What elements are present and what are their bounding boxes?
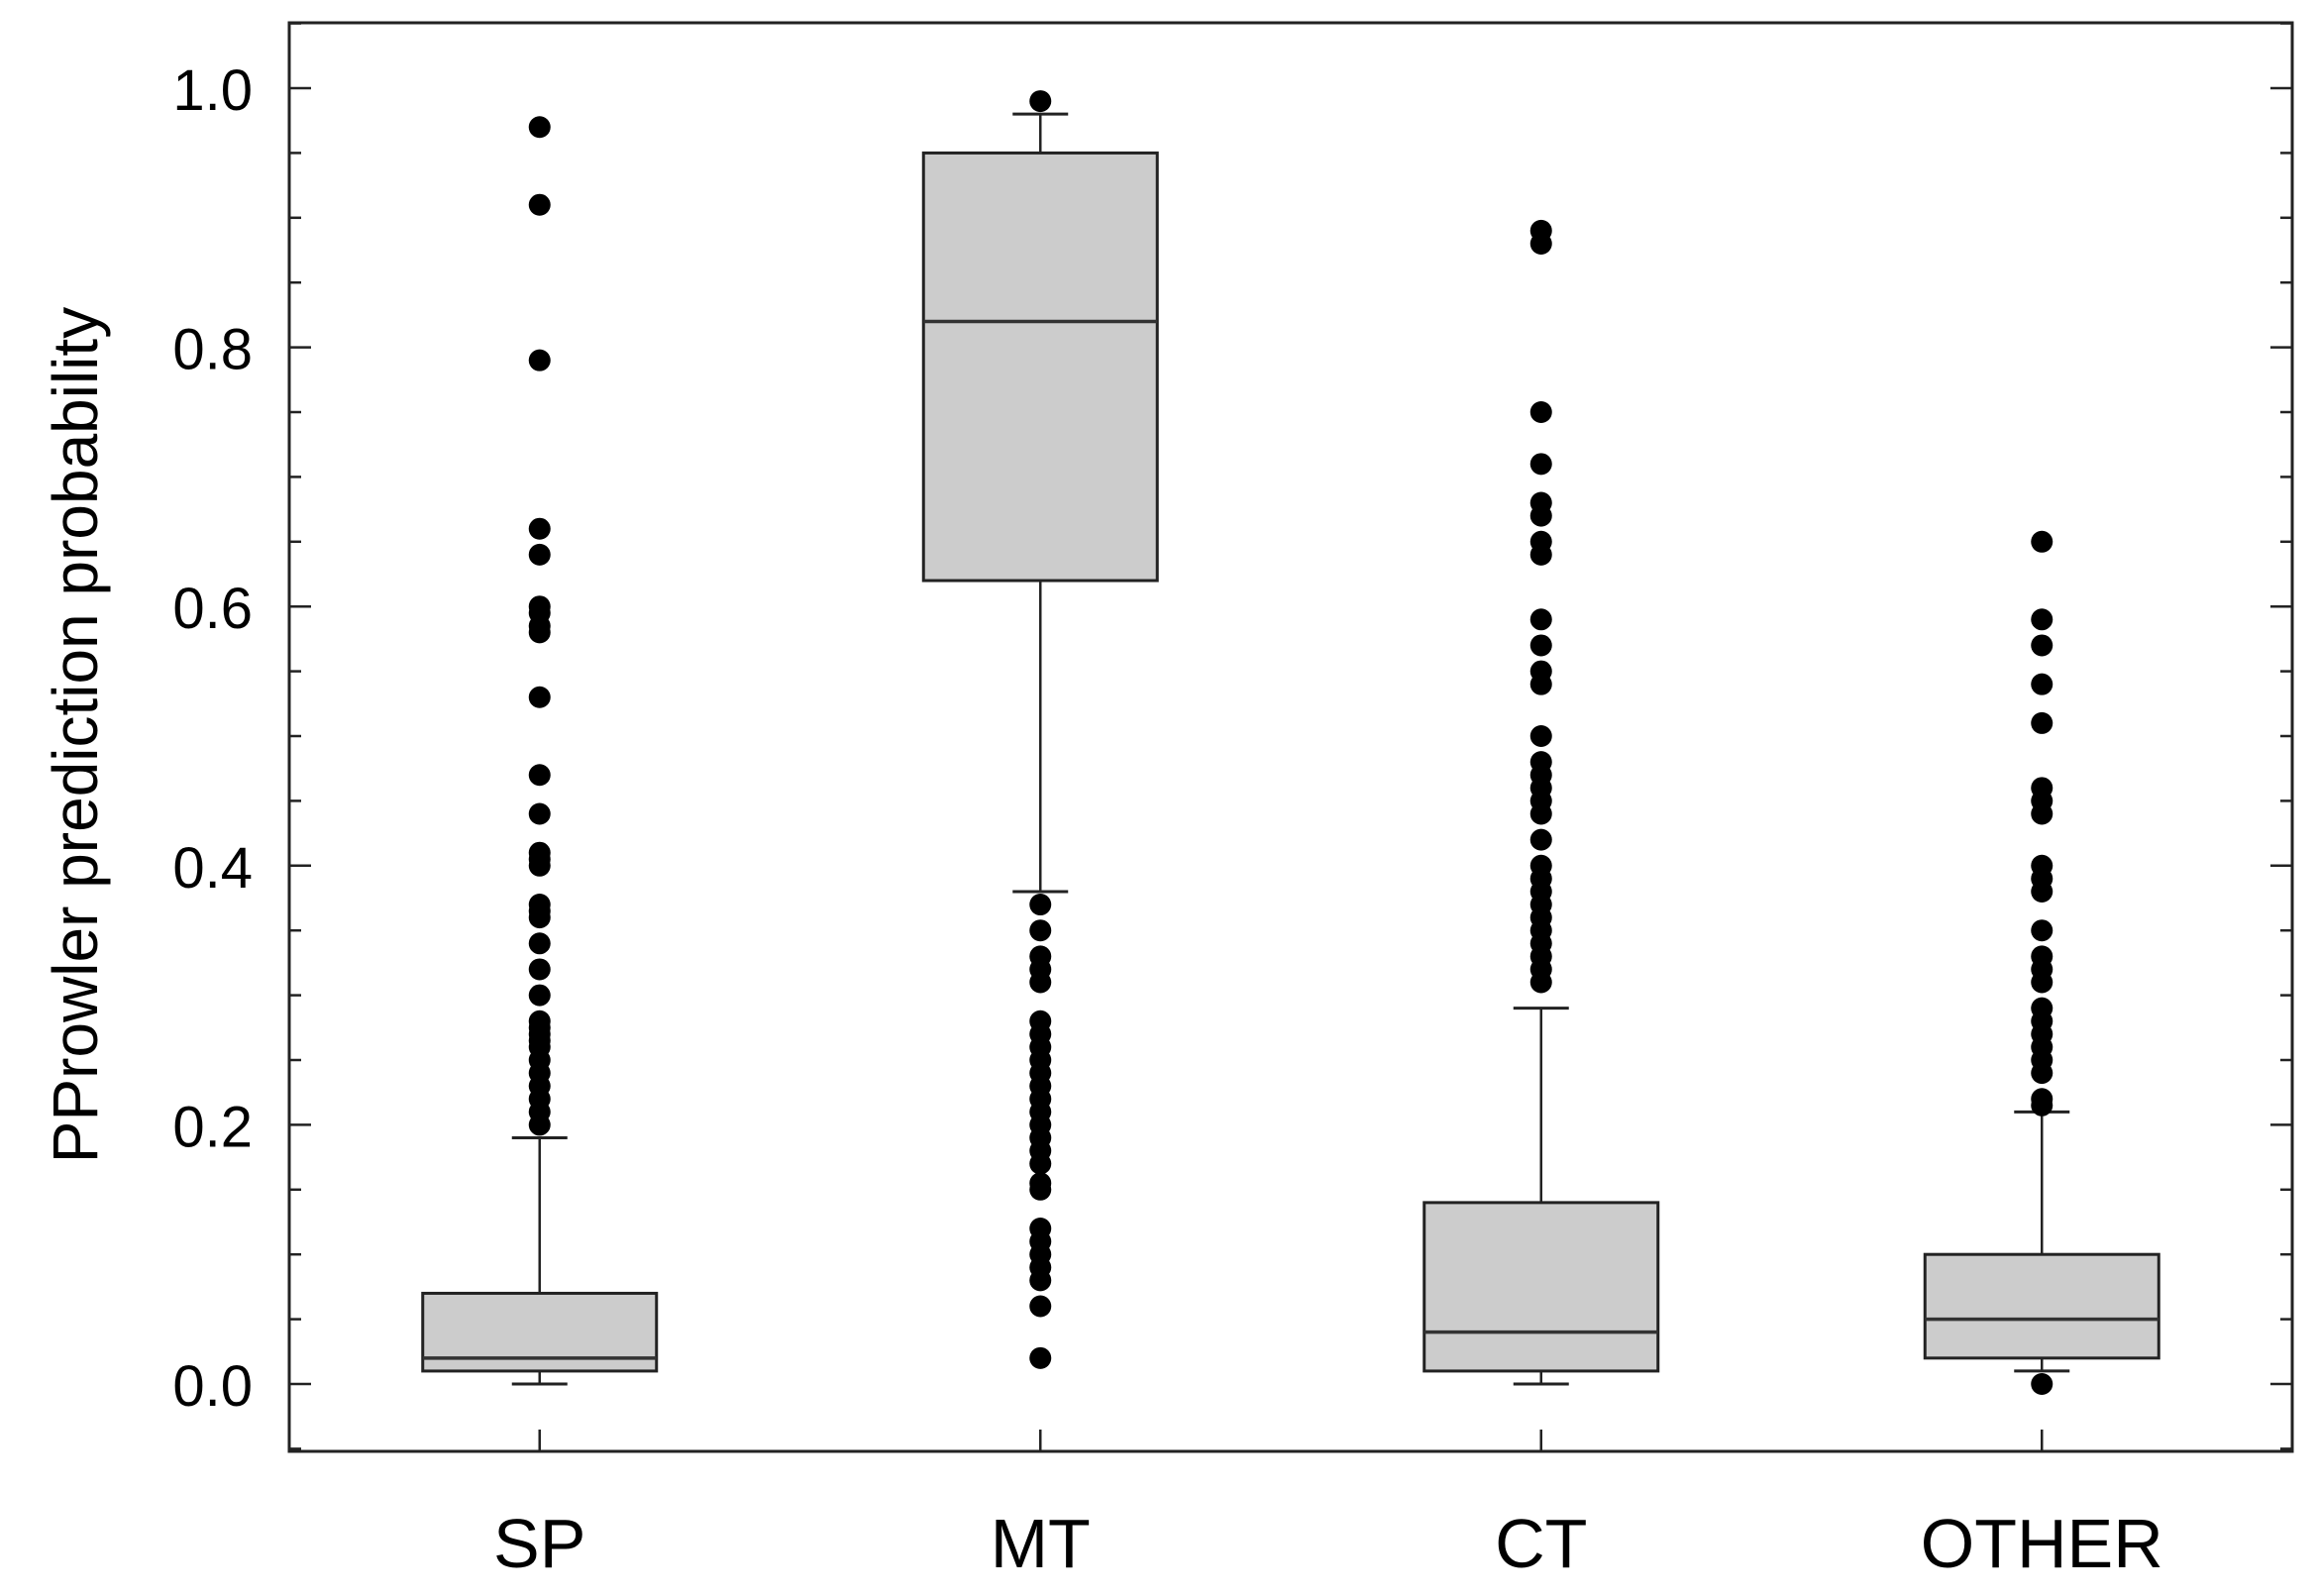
outlier-point	[528, 686, 551, 708]
iqr-box	[1422, 1201, 1660, 1373]
y-tick-label: 0.0	[172, 1354, 253, 1419]
y-axis-ticks: 0.0 0.2 0.4 0.6 0.8 1.0	[172, 22, 2292, 1450]
outlier-point	[2031, 919, 2054, 942]
outlier-point	[528, 621, 551, 644]
outlier-point	[2031, 673, 2054, 695]
x-tick-label: SP	[493, 1505, 585, 1582]
outlier-point	[1529, 802, 1552, 825]
outlier-point	[1529, 971, 1552, 994]
x-tick-label: OTHER	[1921, 1505, 2163, 1582]
outlier-point	[2031, 880, 2054, 903]
outlier-point	[528, 517, 551, 540]
outlier-point	[2031, 802, 2054, 825]
outlier-point	[528, 349, 551, 372]
outlier-point	[528, 543, 551, 566]
y-tick-label: 0.2	[172, 1095, 253, 1159]
outlier-point	[528, 116, 551, 139]
outlier-point	[528, 764, 551, 787]
outlier-point	[1529, 608, 1552, 631]
x-tick-label: MT	[991, 1505, 1091, 1582]
x-tick-label: CT	[1495, 1505, 1587, 1582]
outlier-point	[1029, 1152, 1052, 1175]
outlier-point	[1529, 634, 1552, 657]
y-tick-label: 0.4	[172, 836, 253, 901]
outlier-point	[2031, 1062, 2054, 1085]
outlier-point	[2031, 530, 2054, 553]
outlier-point	[2031, 971, 2054, 994]
outlier-point	[1029, 919, 1052, 942]
box-ct	[1422, 219, 1660, 1386]
outlier-point	[1029, 90, 1052, 113]
outlier-point	[1529, 401, 1552, 423]
outlier-point	[1529, 543, 1552, 566]
outlier-point	[2031, 1373, 2054, 1395]
x-axis-ticks: SP MT CT OTHER	[493, 1430, 2163, 1582]
outlier-point	[2031, 1094, 2054, 1117]
outlier-point	[528, 193, 551, 216]
outlier-point	[1029, 971, 1052, 994]
outlier-point	[528, 958, 551, 981]
plot-area-frame	[287, 21, 2294, 1453]
outlier-point	[1529, 673, 1552, 695]
outlier-point	[528, 984, 551, 1007]
outlier-point	[1529, 725, 1552, 747]
y-tick-label: 1.0	[172, 58, 253, 123]
outlier-point	[528, 854, 551, 877]
outlier-point	[1029, 1346, 1052, 1369]
outlier-point	[2031, 711, 2054, 734]
outlier-point	[528, 1114, 551, 1136]
outlier-point	[1529, 828, 1552, 851]
outlier-point	[528, 932, 551, 955]
outlier-point	[2031, 634, 2054, 657]
outlier-point	[1529, 453, 1552, 476]
outlier-point	[2031, 608, 2054, 631]
box-other	[1923, 530, 2160, 1395]
outlier-point	[1029, 894, 1052, 916]
outlier-point	[1029, 1269, 1052, 1292]
outlier-point	[1029, 1295, 1052, 1318]
y-tick-label: 0.6	[172, 577, 253, 641]
y-axis-label: PProwler prediction probability	[40, 307, 111, 1163]
box-sp	[421, 116, 659, 1386]
outlier-point	[1529, 232, 1552, 255]
iqr-box	[1923, 1252, 2160, 1360]
outlier-point	[1529, 504, 1552, 527]
outlier-point	[528, 906, 551, 929]
box-mt	[921, 90, 1159, 1369]
outlier-point	[528, 802, 551, 825]
iqr-box	[921, 151, 1159, 583]
outlier-point	[1029, 1178, 1052, 1201]
box-series	[421, 90, 2160, 1395]
y-tick-label: 0.8	[172, 318, 253, 382]
